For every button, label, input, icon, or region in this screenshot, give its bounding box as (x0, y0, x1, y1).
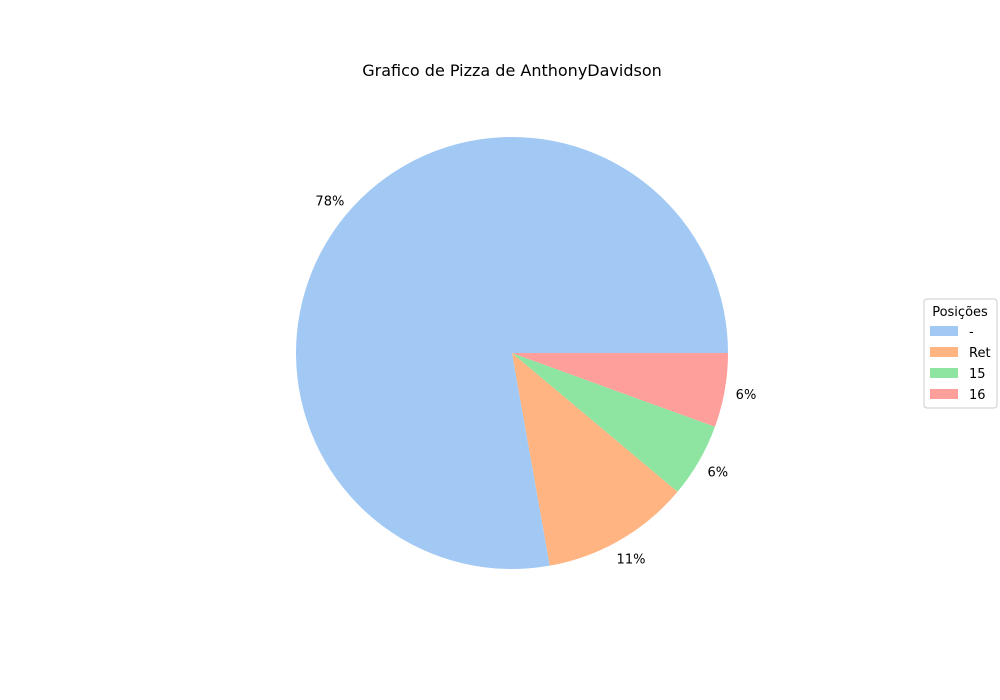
pie-slices (295, 136, 728, 570)
legend-label-2: Ret (969, 346, 991, 361)
legend-title: Posições (932, 305, 988, 320)
legend-swatch-2 (930, 347, 958, 357)
legend-items: - Ret 15 16 (930, 325, 991, 403)
legend-label-1: - (969, 325, 974, 340)
legend-swatch-4 (930, 389, 958, 399)
pie-slice-3-percent-label: 6% (708, 466, 729, 481)
legend-swatch-1 (930, 326, 958, 336)
chart-title: Grafico de Pizza de AnthonyDavidson (362, 61, 662, 80)
pie-slice-4-percent-label: 6% (736, 388, 757, 403)
pie-slice-2 (512, 353, 678, 566)
pie-slice-1-percent-label: 78% (315, 194, 344, 209)
legend-label-3: 15 (969, 367, 986, 382)
percent-labels: 78% 11% 6% 6% (315, 194, 756, 567)
legend: Posições - Ret 15 16 (923, 298, 998, 409)
pie-slice-2-percent-label: 11% (617, 553, 646, 568)
legend-swatch-3 (930, 368, 958, 378)
pie-slice-4 (512, 353, 728, 427)
pie-slice-3 (512, 353, 715, 492)
legend-label-4: 16 (969, 388, 986, 403)
